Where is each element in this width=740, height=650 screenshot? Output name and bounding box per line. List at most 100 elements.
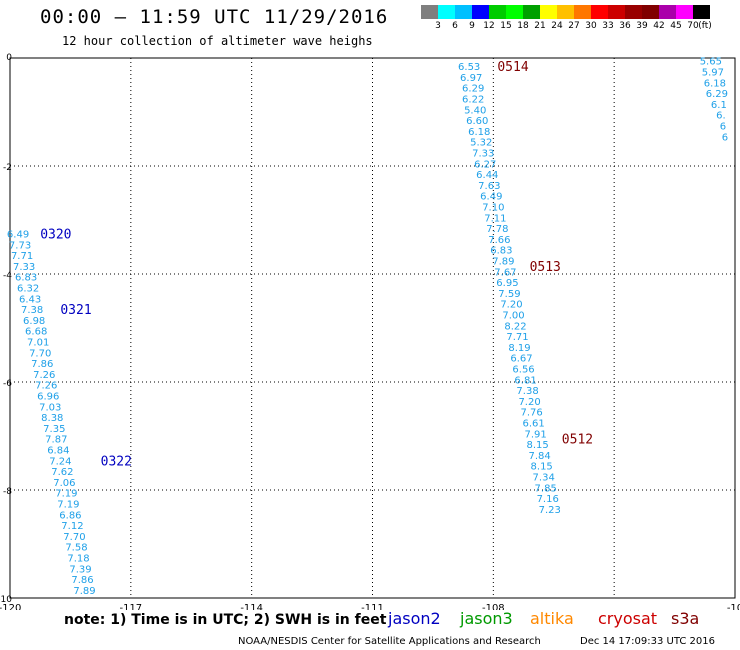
wave-height-value: 6	[720, 122, 726, 133]
wave-height-value: 7.78	[486, 224, 508, 235]
wave-height-value: 7.70	[63, 532, 85, 543]
credit-line: NOAA/NESDIS Center for Satellite Applica…	[238, 636, 541, 647]
wave-height-value: 8.19	[508, 343, 530, 354]
wave-height-value: 8.15	[527, 440, 549, 451]
wave-height-value: 7.00	[502, 311, 524, 322]
legend-swatch	[574, 5, 591, 19]
wave-height-value: 6.56	[512, 365, 534, 376]
page-title: 00:00 – 11:59 UTC 11/29/2016	[40, 6, 389, 28]
wave-height-value: 6.86	[59, 510, 81, 521]
wave-height-value: 6.49	[7, 230, 29, 241]
pass-label: 0320	[40, 228, 71, 243]
wave-height-value: 7.23	[539, 505, 561, 516]
legend-label: 70	[687, 21, 699, 31]
longitude-tick-label: -117	[119, 603, 142, 610]
wave-height-value: 7.03	[39, 402, 61, 413]
legend-swatch	[557, 5, 574, 19]
wave-height-value: 7.70	[29, 348, 51, 359]
wave-height-value: 7.26	[33, 370, 55, 381]
wave-height-value: 7.11	[484, 213, 506, 224]
wave-height-value: 7.86	[31, 359, 53, 370]
wave-height-value: 7.91	[524, 429, 546, 440]
satellite-altika: altika	[530, 609, 574, 628]
wave-height-value: 7.24	[49, 456, 71, 467]
wave-height-value: 7.39	[69, 564, 91, 575]
wave-height-value: 6.61	[522, 419, 544, 430]
wave-height-value: 7.76	[520, 408, 542, 419]
wave-height-value: 7.19	[57, 500, 79, 511]
wave-height-value: 7.12	[61, 521, 83, 532]
wave-height-value: 6.81	[514, 375, 536, 386]
pass-label: 0514	[497, 60, 528, 75]
legend-label: 33	[602, 21, 614, 31]
wave-height-value: 7.20	[518, 397, 540, 408]
wave-height-value: 7.38	[516, 386, 538, 397]
wave-height-value: 7.85	[535, 483, 557, 494]
legend-label: 9	[469, 21, 475, 31]
wave-height-value: 5.65	[700, 57, 722, 68]
wave-height-value: 6.27	[474, 159, 496, 170]
pass-label: 0322	[101, 454, 132, 469]
legend-label: 18	[517, 21, 529, 31]
legend-swatch	[693, 5, 710, 19]
longitude-tick-label: -111	[361, 603, 384, 610]
wave-height-value: 6.1	[711, 100, 727, 111]
wave-height-value: 6.29	[706, 89, 728, 100]
wave-height-value: 6.96	[37, 392, 59, 403]
legend-swatch	[659, 5, 676, 19]
legend-swatch	[489, 5, 506, 19]
wave-height-value: 7.71	[11, 251, 33, 262]
wave-height-value: 6.44	[476, 170, 498, 181]
legend-label: 6	[452, 21, 458, 31]
page-subtitle: 12 hour collection of altimeter wave hei…	[62, 34, 373, 48]
wave-height-value: 5.32	[470, 138, 492, 149]
wave-height-value: 6.98	[23, 316, 45, 327]
legend-swatch	[472, 5, 489, 19]
longitude-tick-label: -120	[0, 603, 21, 610]
legend-label: 36	[619, 21, 631, 31]
wave-height-value: 7.20	[500, 300, 522, 311]
wave-height-value: 7.16	[537, 494, 559, 505]
legend-swatch	[421, 5, 438, 19]
latitude-tick-label: -4	[3, 271, 12, 281]
wave-height-value: 6.22	[462, 95, 484, 106]
legend-label: 3	[435, 21, 441, 31]
wave-height-value: 7.67	[494, 267, 516, 278]
latitude-tick-label: -10	[0, 595, 12, 605]
legend-label: 15	[500, 21, 512, 31]
wave-height-value: 7.10	[482, 203, 504, 214]
legend-swatch	[455, 5, 472, 19]
latitude-tick-label: -6	[3, 379, 12, 389]
wave-height-value: 7.59	[498, 289, 520, 300]
wave-height-value: 7.34	[533, 473, 555, 484]
latitude-tick-label: -2	[3, 163, 12, 173]
longitude-tick-label: -108	[482, 603, 505, 610]
wave-height-value: 7.33	[472, 149, 494, 160]
wave-height-value: 7.86	[71, 575, 93, 586]
wave-height-value: 7.26	[35, 381, 57, 392]
latitude-tick-label: 0	[6, 53, 12, 63]
longitude-tick-label: -10	[727, 603, 740, 610]
generation-date: Dec 14 17:09:33 UTC 2016	[580, 636, 715, 647]
wave-height-value: 6.83	[15, 273, 37, 284]
legend-swatch	[523, 5, 540, 19]
wave-height-value: 6.60	[466, 116, 488, 127]
satellite-cryosat: cryosat	[598, 609, 658, 628]
wave-height-value: 7.33	[13, 262, 35, 273]
wave-height-value: 6.68	[25, 327, 47, 338]
legend-label: 45	[670, 21, 682, 31]
wave-height-value: 7.18	[67, 554, 89, 565]
wave-height-value: 6.67	[510, 354, 532, 365]
wave-height-value: 6.32	[17, 284, 39, 295]
wave-height-value: 7.89	[73, 586, 95, 597]
wave-height-value: 6.53	[458, 62, 480, 73]
wave-height-value: 6.97	[460, 73, 482, 84]
wave-height-value: 7.58	[65, 543, 87, 554]
legend-label: 24	[551, 21, 563, 31]
wave-height-value: 7.35	[43, 424, 65, 435]
pass-label: 0512	[562, 433, 593, 448]
wave-height-value: 6.18	[468, 127, 490, 138]
wave-height-value: 5.97	[702, 68, 724, 79]
wave-height-value: 8.22	[504, 321, 526, 332]
satellite-jason2: jason2	[388, 609, 441, 628]
